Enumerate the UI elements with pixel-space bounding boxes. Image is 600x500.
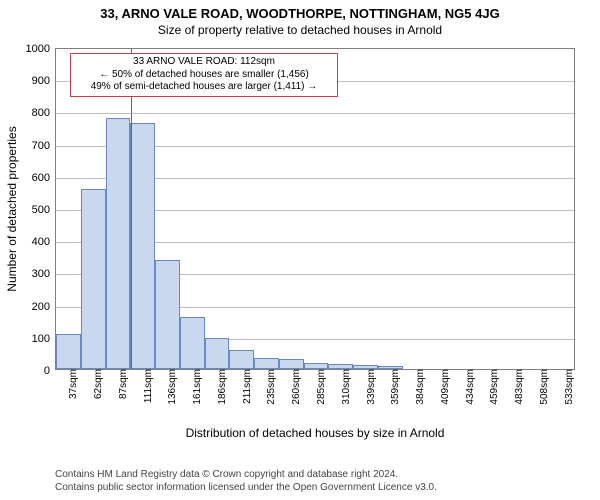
y-tick-label: 100 [32, 333, 56, 345]
property-annotation: 33 ARNO VALE ROAD: 112sqm← 50% of detach… [70, 53, 338, 97]
chart-container: 33, ARNO VALE ROAD, WOODTHORPE, NOTTINGH… [0, 0, 600, 500]
footer-line-1: Contains HM Land Registry data © Crown c… [55, 468, 437, 481]
x-tick-label: 310sqm [337, 369, 352, 405]
x-tick-label: 62sqm [89, 369, 104, 399]
annotation-line: ← 50% of detached houses are smaller (1,… [75, 69, 333, 82]
histogram-bar [106, 118, 131, 369]
y-tick-label: 700 [32, 140, 56, 152]
annotation-line: 49% of semi-detached houses are larger (… [75, 81, 333, 94]
x-tick-label: 285sqm [312, 369, 327, 405]
y-tick-label: 300 [32, 268, 56, 280]
histogram-bar [155, 260, 180, 369]
x-tick-label: 359sqm [386, 369, 401, 405]
x-tick-label: 339sqm [362, 369, 377, 405]
x-tick-label: 508sqm [535, 369, 550, 405]
y-tick-label: 200 [32, 301, 56, 313]
y-tick-label: 600 [32, 172, 56, 184]
chart-subtitle: Size of property relative to detached ho… [0, 21, 600, 37]
chart-title: 33, ARNO VALE ROAD, WOODTHORPE, NOTTINGH… [0, 0, 600, 21]
histogram-bar [279, 359, 304, 369]
y-tick-label: 400 [32, 236, 56, 248]
gridline [56, 113, 574, 114]
histogram-bar [130, 123, 155, 369]
x-tick-label: 211sqm [238, 369, 253, 404]
x-tick-label: 235sqm [262, 369, 277, 405]
plot-area: 0100200300400500600700800900100037sqm62s… [55, 48, 575, 370]
histogram-bar [81, 189, 106, 369]
y-tick-label: 0 [44, 365, 56, 377]
x-axis-title: Distribution of detached houses by size … [55, 426, 575, 440]
x-tick-label: 459sqm [485, 369, 500, 405]
y-axis-title: Number of detached properties [5, 48, 19, 370]
x-tick-label: 37sqm [64, 369, 79, 399]
y-tick-label: 1000 [26, 43, 56, 55]
x-tick-label: 161sqm [188, 369, 203, 405]
y-tick-label: 900 [32, 75, 56, 87]
histogram-bar [56, 334, 81, 369]
y-tick-label: 500 [32, 204, 56, 216]
x-tick-label: 136sqm [163, 369, 178, 405]
x-tick-label: 111sqm [139, 369, 154, 403]
histogram-bar [180, 317, 205, 369]
property-marker-line [131, 49, 132, 369]
x-tick-label: 384sqm [411, 369, 426, 405]
histogram-bar [205, 338, 230, 369]
x-tick-label: 186sqm [213, 369, 228, 405]
x-tick-label: 260sqm [287, 369, 302, 405]
histogram-bar [229, 350, 254, 369]
footer-attribution: Contains HM Land Registry data © Crown c… [55, 468, 437, 494]
y-tick-label: 800 [32, 107, 56, 119]
footer-line-2: Contains public sector information licen… [55, 481, 437, 494]
x-tick-label: 483sqm [510, 369, 525, 405]
annotation-line: 33 ARNO VALE ROAD: 112sqm [75, 56, 333, 69]
x-tick-label: 434sqm [461, 369, 476, 405]
x-tick-label: 533sqm [560, 369, 575, 405]
histogram-bar [254, 358, 279, 369]
x-tick-label: 87sqm [114, 369, 129, 399]
x-tick-label: 409sqm [436, 369, 451, 405]
